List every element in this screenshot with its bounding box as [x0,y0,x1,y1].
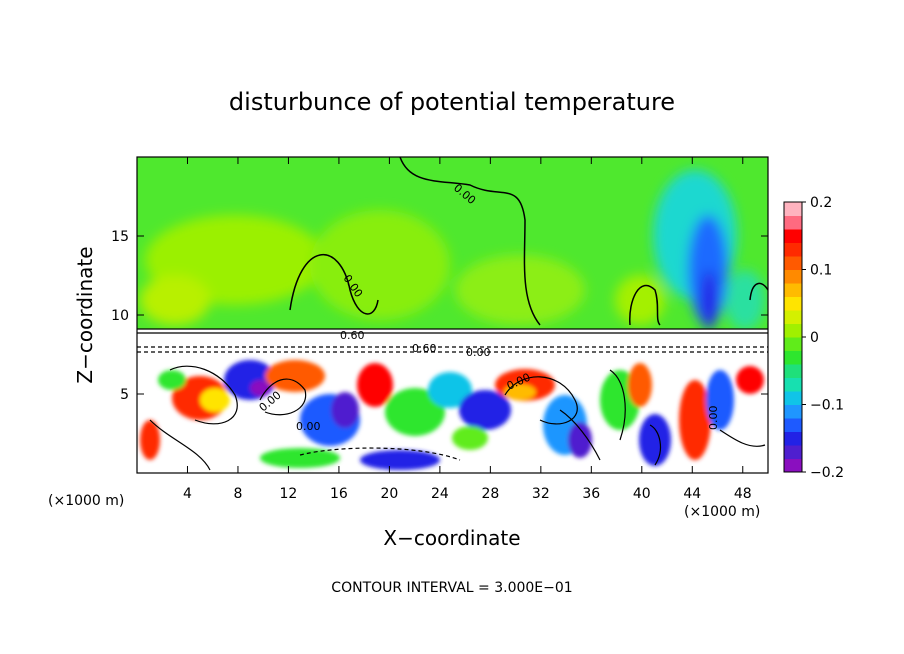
blue-swirl [706,370,734,430]
contour-line [749,282,768,301]
purple-swirl [568,422,592,458]
yellow-swirl [200,388,230,412]
contour-line [719,429,766,447]
colorbar-segment [784,458,802,473]
x-tick-label: 32 [532,486,550,502]
chart-title: disturbunce of potential temperature [229,88,675,116]
contour-line [559,409,601,461]
x-tick-label: 28 [481,486,499,502]
contour-line [399,157,541,326]
contour-label: 0.00 [707,406,720,431]
light-green-patch [455,255,585,325]
contour-line [259,378,307,416]
light-green-patch [140,275,210,325]
red-swirl [628,363,652,407]
contour-line [149,419,211,471]
y-tick-label: 15 [111,229,129,245]
purple-swirl [250,380,270,396]
x-tick-label: 44 [683,486,701,502]
colorbar-tick-label: 0 [810,330,819,346]
colorbar-segment [784,269,802,284]
x-axis-title: X−coordinate [383,526,520,550]
colorbar-segment [784,256,802,270]
cyan-swirl [428,372,472,408]
contour-line [169,365,238,425]
colorbar-segment [784,445,802,459]
y-tick-label: 5 [120,387,129,403]
colorbar-segment [784,202,802,216]
blue-swirl [459,390,511,430]
x-tick-label: 20 [380,486,398,502]
contour-label: 0.60 [340,329,365,342]
colorbar-segment [784,404,802,419]
x-tick-label: 8 [233,486,242,502]
x-axis-unit-right: (×1000 m) [684,504,760,520]
colorbar-segment [784,229,802,243]
colorbar-tick-label: −0.1 [810,398,844,414]
colorbar-segment [784,391,802,405]
x-tick-label: 36 [582,486,600,502]
x-tick-label: 12 [280,486,298,502]
colorbar-tick-label: 0.1 [810,263,832,279]
green-swirl [385,388,445,436]
colorbar-segment [784,337,802,351]
red-swirl [679,380,711,460]
contour-line [299,447,461,461]
colorbar-segment [784,296,802,311]
contour-line [609,369,626,441]
blue-patch [688,215,728,325]
contour-line [504,376,578,425]
dark-blue-patch [701,270,717,330]
contour-label: 0.00 [466,346,491,359]
colorbar-segment [784,350,802,365]
yellow-swirl [504,384,536,400]
green-swirl [260,448,340,468]
red-swirl [140,420,160,460]
green-swirl [158,370,186,390]
contour-line [289,253,379,315]
colorbar-tick-label: 0.2 [810,195,832,211]
blue-swirl [360,450,440,470]
red-swirl [736,366,764,394]
contour-label: 0.00 [296,420,321,433]
contour-line [649,424,662,466]
colorbar-segment [784,283,802,297]
red-swirl [265,360,325,392]
x-tick-label: 40 [633,486,651,502]
heatmap-field: 0.00 0.00 0.60 0.60 0.00 0.00 0.00 0.00 … [137,157,768,473]
green-swirl [452,426,488,450]
cyan-patch [725,270,765,330]
colorbar-segment [784,418,802,432]
y-tick-label: 10 [111,308,129,324]
y-axis-ticks: 5 10 15 [111,229,768,403]
blue-swirl [639,414,671,466]
purple-swirl [331,392,359,428]
colorbar-segment [784,364,802,378]
colorbar-segment [784,431,802,446]
colorbar-segment [784,242,802,257]
x-tick-label: 48 [734,486,752,502]
contour-label: 0.60 [412,342,437,355]
colorbar-ticks: −0.2 −0.1 0 0.1 0.2 [802,195,844,481]
y-axis-title: Z−coordinate [73,246,97,383]
colorbar-segment [784,310,802,324]
contour-interval-note: CONTOUR INTERVAL = 3.000E−01 [331,580,572,596]
lower-layer-turbulence [140,360,764,470]
colorbar-segment [784,377,802,392]
x-tick-label: 16 [330,486,348,502]
colorbar-segment [784,323,802,338]
colorbar-tick-label: −0.2 [810,465,844,481]
contour-line [629,284,661,326]
x-axis-unit-left: (×1000 m) [48,493,124,509]
upper-layer-texture [140,170,765,330]
light-green-patch [310,210,450,320]
x-axis-ticks: 4 8 12 16 20 24 28 32 36 40 44 48 [183,157,752,502]
x-tick-label: 4 [183,486,192,502]
x-tick-label: 24 [431,486,449,502]
contour-lines [137,157,768,471]
colorbar-segment [784,215,802,230]
red-swirl [357,363,393,407]
colorbar [784,202,802,473]
